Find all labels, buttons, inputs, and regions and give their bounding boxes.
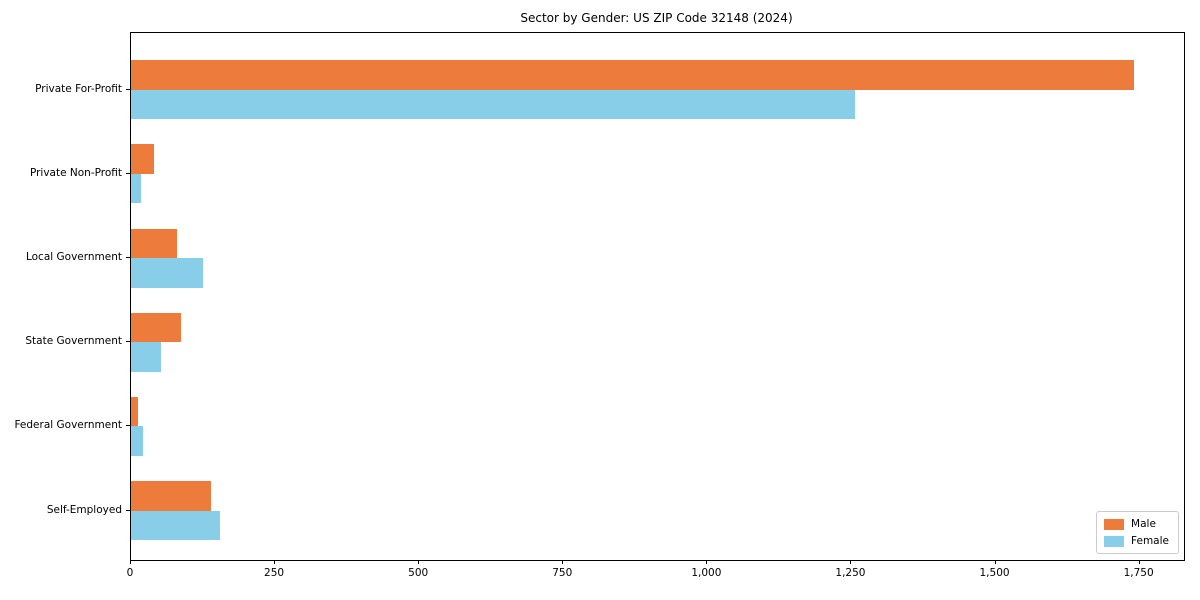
plot-area: Male Female <box>130 32 1185 561</box>
chart-title: Sector by Gender: US ZIP Code 32148 (202… <box>520 11 793 25</box>
bar-female-0 <box>131 89 855 120</box>
xtick-label: 1,500 <box>979 567 1010 579</box>
xtick-label: 1,000 <box>691 567 722 579</box>
xtick-mark <box>418 560 420 564</box>
ytick-label: Federal Government <box>14 419 122 432</box>
bar-female-2 <box>131 258 204 288</box>
legend-swatch-male <box>1104 518 1125 530</box>
ytick-label: State Government <box>25 335 122 348</box>
bar-female-3 <box>131 342 161 372</box>
ytick-mark <box>126 509 130 511</box>
ytick-mark <box>126 341 130 343</box>
ytick-mark <box>126 172 130 174</box>
xtick-mark <box>274 560 276 564</box>
xtick-mark <box>850 560 852 564</box>
bar-female-5 <box>131 510 220 541</box>
ytick-label: Private Non-Profit <box>29 166 122 179</box>
legend-entry-male: Male <box>1104 518 1169 530</box>
bar-female-1 <box>131 173 142 204</box>
xtick-label: 1,250 <box>835 567 866 579</box>
ytick-mark <box>126 425 130 427</box>
ytick-label: Private For-Profit <box>35 82 122 95</box>
xtick-mark <box>706 560 708 564</box>
xtick-mark <box>130 560 131 564</box>
ytick-label: Self-Employed <box>46 503 122 516</box>
legend-swatch-female <box>1104 535 1125 547</box>
bar-male-2 <box>131 228 177 258</box>
xtick-label: 750 <box>552 567 573 579</box>
legend: Male Female <box>1096 511 1179 554</box>
xtick-label: 1,750 <box>1123 567 1154 579</box>
xtick-label: 250 <box>264 567 285 579</box>
xtick-label: 0 <box>126 567 134 579</box>
bar-male-1 <box>131 144 155 174</box>
bar-male-0 <box>131 60 1134 90</box>
legend-entry-female: Female <box>1104 535 1169 547</box>
bar-female-4 <box>131 426 143 456</box>
xtick-label: 500 <box>408 567 429 579</box>
bar-male-5 <box>131 481 212 511</box>
bar-male-4 <box>131 396 139 427</box>
bar-male-3 <box>131 312 181 343</box>
xtick-mark <box>562 560 564 564</box>
ytick-mark <box>126 88 130 90</box>
legend-label: Male <box>1131 518 1156 530</box>
legend-label: Female <box>1131 535 1169 547</box>
ytick-mark <box>126 257 130 258</box>
xtick-mark <box>994 560 996 564</box>
ytick-label: Local Government <box>25 251 122 263</box>
xtick-mark <box>1138 560 1140 564</box>
